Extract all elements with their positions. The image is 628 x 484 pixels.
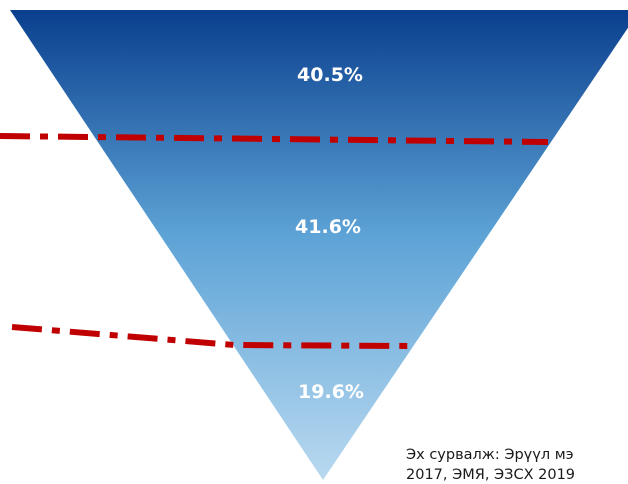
source-note: Эх сурвалж: Эрүүл мэ 2017, ЭМЯ, ЭЗСХ 201… bbox=[406, 445, 628, 484]
segment-label-top: 40.5% bbox=[297, 64, 363, 86]
funnel-triangle bbox=[10, 10, 628, 480]
divider-line-lower bbox=[11, 324, 413, 349]
source-line-2: 2017, ЭМЯ, ЭЗСХ 2019 bbox=[406, 467, 576, 483]
source-line-1: Эх сурвалж: Эрүүл мэ bbox=[406, 447, 574, 463]
segment-label-bottom: 19.6% bbox=[298, 381, 364, 403]
segment-label-middle: 41.6% bbox=[295, 216, 361, 238]
divider-line-upper bbox=[0, 133, 549, 145]
